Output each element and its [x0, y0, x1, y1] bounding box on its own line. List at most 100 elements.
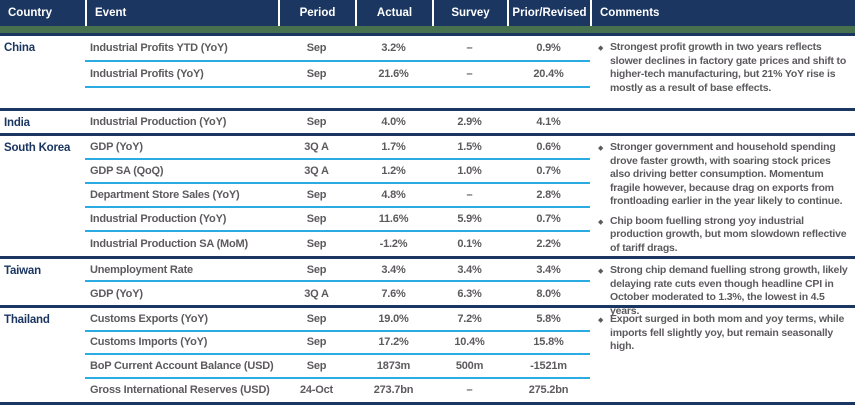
country-label: India [4, 117, 30, 129]
period-cell: Sep [306, 359, 327, 372]
table-row: Industrial Profits YTD (YoY) Sep 3.2% – 0.9% [85, 36, 590, 62]
column-header-comments: Comments [590, 0, 855, 26]
event-cell: Gross International Reserves (USD) [90, 384, 270, 397]
comment-text: Chip boom fuelling strong yoy industrial… [610, 214, 847, 254]
comments-cell: ◆ Stronger government and household spend… [590, 136, 855, 256]
comments-cell [590, 111, 855, 133]
prior-revised-cell: 0.7% [536, 213, 561, 225]
actual-cell: 3.2% [381, 42, 406, 54]
actual-cell: 273.7bn [373, 384, 414, 397]
comment-text: Stronger government and household spendi… [610, 141, 843, 207]
period-cell: 3Q A [304, 287, 329, 300]
prior-revised-cell: 3.4% [536, 263, 561, 276]
period-cell: Sep [306, 336, 327, 349]
period-cell: Sep [306, 213, 327, 225]
event-cell: Industrial Production SA (MoM) [90, 238, 248, 250]
comment-text: Strongest profit growth in two years ref… [610, 41, 847, 94]
country-section: India Industrial Production (YoY) Sep 4.0% 2… [0, 108, 855, 133]
period-cell: 24-Oct [299, 384, 334, 397]
table-row: Gross International Reserves (USD) 24-Oct… [85, 379, 590, 403]
country-label: South Korea [4, 142, 71, 154]
survey-cell: 0.1% [457, 238, 482, 250]
comment-text: Export surged in both mom and yoy terms,… [610, 313, 845, 352]
event-cell: Customs Imports (YoY) [90, 336, 208, 349]
table-row: GDP (YoY) 3Q A 7.6% 6.3% 8.0% [85, 282, 590, 305]
prior-revised-cell: 15.8% [533, 336, 564, 349]
country-section: China Industrial Profits YTD (YoY) Sep 3.2%… [0, 33, 855, 108]
table-row: Industrial Production SA (MoM) Sep -1.2% 0.… [85, 232, 590, 256]
prior-revised-cell: 275.2bn [528, 384, 569, 397]
prior-revised-cell: 2.8% [536, 189, 561, 201]
section-rows: Customs Exports (YoY) Sep 19.0% 7.2% 5.8% Cus… [85, 308, 590, 402]
survey-cell: 10.4% [454, 336, 485, 349]
column-header-prior-revised: Prior/Revised [507, 0, 590, 26]
survey-cell: – [466, 42, 473, 54]
table-row: Industrial Production (YoY) Sep 11.6% 5.9% 0… [85, 208, 590, 232]
comment-text: Strong chip demand fuelling strong growt… [610, 264, 848, 317]
survey-cell: 5.9% [457, 213, 482, 225]
survey-cell: 500m [455, 359, 484, 372]
table-row: Industrial Profits (YoY) Sep 21.6% – 20.4% [85, 62, 590, 88]
event-cell: Unemployment Rate [90, 263, 193, 276]
actual-cell: 21.6% [378, 68, 409, 80]
actual-cell: 11.6% [378, 213, 409, 225]
bullet-diamond-icon: ◆ [598, 45, 604, 52]
table-row: BoP Current Account Balance (USD) Sep 1873… [85, 355, 590, 379]
table-row: Department Store Sales (YoY) Sep 4.8% – 2.8% [85, 184, 590, 208]
actual-cell: 4.0% [381, 116, 406, 128]
period-cell: Sep [306, 189, 327, 201]
table-row: Customs Exports (YoY) Sep 19.0% 7.2% 5.8% [85, 308, 590, 332]
actual-cell: 1.2% [381, 165, 406, 177]
column-header-survey: Survey [432, 0, 507, 26]
period-cell: Sep [306, 238, 327, 250]
header-green-divider [0, 26, 855, 33]
period-cell: 3Q A [304, 165, 329, 177]
column-header-country: Country [8, 7, 53, 19]
event-cell: Industrial Profits (YoY) [90, 68, 204, 80]
survey-cell: – [466, 68, 473, 80]
survey-cell: 1.0% [457, 165, 482, 177]
table-row: GDP SA (QoQ) 3Q A 1.2% 1.0% 0.7% [85, 160, 590, 184]
bullet-diamond-icon: ◆ [598, 268, 604, 275]
event-cell: BoP Current Account Balance (USD) [90, 359, 274, 372]
country-label: Taiwan [4, 265, 41, 277]
country-section: Thailand Customs Exports (YoY) Sep 19.0% 7.2… [0, 305, 855, 402]
prior-revised-cell: 0.9% [536, 42, 561, 54]
comment-item: ◆ Strongest profit growth in two years re… [598, 41, 851, 95]
actual-cell: 4.8% [381, 189, 406, 201]
comment-item: ◆ Stronger government and household spend… [598, 141, 851, 209]
comments-cell: ◆ Strongest profit growth in two years re… [590, 36, 855, 108]
comments-cell: ◆ Export surged in both mom and yoy terms… [590, 308, 855, 402]
prior-revised-cell: 8.0% [536, 287, 561, 300]
section-rows: GDP (YoY) 3Q A 1.7% 1.5% 0.6% GDP SA (QoQ) 3Q … [85, 136, 590, 256]
country-label: China [4, 42, 35, 54]
column-header-period: Period [278, 0, 355, 26]
actual-cell: 3.4% [381, 263, 406, 276]
prior-revised-cell: -1521m [530, 359, 567, 372]
survey-cell: 1.5% [457, 141, 482, 153]
period-cell: Sep [306, 116, 327, 128]
event-cell: GDP (YoY) [90, 141, 143, 153]
section-rows: Unemployment Rate Sep 3.4% 3.4% 3.4% GDP (YoY… [85, 259, 590, 305]
country-label: Thailand [4, 314, 50, 326]
country-section: Taiwan Unemployment Rate Sep 3.4% 3.4% 3.4% GD… [0, 256, 855, 317]
column-header-event: Event [85, 0, 278, 26]
event-cell: Industrial Profits YTD (YoY) [90, 42, 228, 54]
event-cell: Customs Exports (YoY) [90, 312, 208, 325]
comment-item: ◆ Chip boom fuelling strong yoy industria… [598, 215, 851, 256]
prior-revised-cell: 4.1% [536, 116, 561, 128]
event-cell: Industrial Production (YoY) [90, 116, 227, 128]
column-header-actual: Actual [355, 0, 432, 26]
actual-cell: 7.6% [381, 287, 406, 300]
survey-cell: 7.2% [457, 312, 482, 325]
event-cell: GDP SA (QoQ) [90, 165, 164, 177]
actual-cell: 1873m [376, 359, 411, 372]
period-cell: Sep [306, 312, 327, 325]
table-body: China Industrial Profits YTD (YoY) Sep 3.2%… [0, 33, 855, 402]
event-cell: Department Store Sales (YoY) [90, 189, 240, 201]
prior-revised-cell: 2.2% [536, 238, 561, 250]
period-cell: Sep [306, 263, 327, 276]
prior-revised-cell: 20.4% [533, 68, 564, 80]
survey-cell: – [466, 384, 473, 397]
